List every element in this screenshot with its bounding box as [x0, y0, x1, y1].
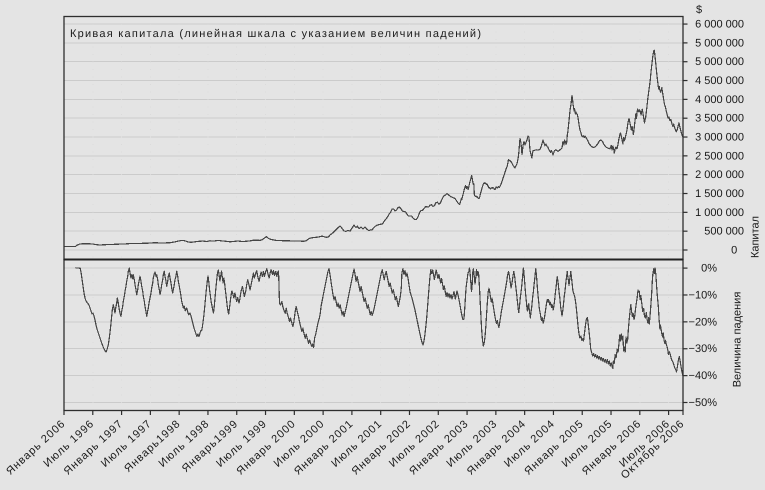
svg-text:−30%: −30% — [689, 343, 718, 355]
svg-text:3 500 000: 3 500 000 — [695, 113, 744, 125]
svg-text:−10%: −10% — [689, 289, 718, 301]
svg-text:500 000: 500 000 — [704, 226, 744, 238]
svg-text:1 500 000: 1 500 000 — [695, 188, 744, 200]
svg-text:Величина падения: Величина падения — [732, 292, 744, 388]
svg-text:1 000 000: 1 000 000 — [695, 207, 744, 219]
svg-text:3 000 000: 3 000 000 — [695, 132, 744, 144]
svg-text:Кривая капитала (линейная шкал: Кривая капитала (линейная шкала с указан… — [70, 28, 481, 40]
svg-text:0%: 0% — [701, 263, 717, 275]
svg-text:6 000 000: 6 000 000 — [695, 19, 744, 31]
svg-text:2 000 000: 2 000 000 — [695, 169, 744, 181]
svg-text:Капитал: Капитал — [750, 216, 762, 258]
svg-text:5 000 000: 5 000 000 — [695, 56, 744, 68]
svg-text:5 000 000: 5 000 000 — [695, 37, 744, 49]
svg-text:4 500 000: 4 500 000 — [695, 75, 744, 87]
svg-text:−50%: −50% — [689, 397, 718, 409]
svg-text:0: 0 — [731, 245, 737, 257]
svg-text:4 000 000: 4 000 000 — [695, 94, 744, 106]
svg-text:$: $ — [696, 4, 702, 16]
svg-text:2 500 000: 2 500 000 — [695, 150, 744, 162]
svg-text:−20%: −20% — [689, 316, 718, 328]
svg-text:−40%: −40% — [689, 370, 718, 382]
